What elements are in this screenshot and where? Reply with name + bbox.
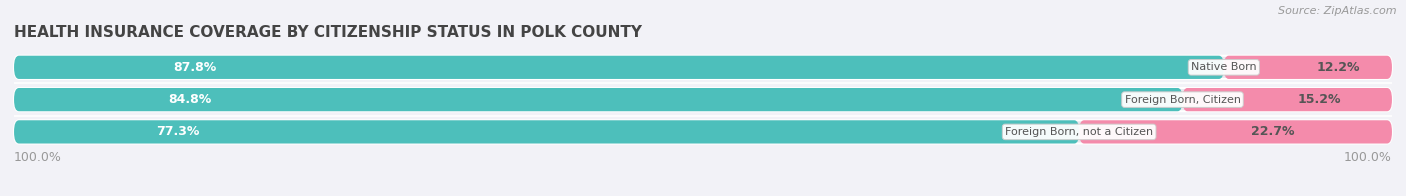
- FancyBboxPatch shape: [14, 56, 1392, 79]
- Text: 77.3%: 77.3%: [156, 125, 200, 138]
- FancyBboxPatch shape: [1182, 88, 1392, 111]
- Text: 87.8%: 87.8%: [173, 61, 217, 74]
- Text: Native Born: Native Born: [1191, 62, 1257, 72]
- Text: 100.0%: 100.0%: [1344, 151, 1392, 164]
- FancyBboxPatch shape: [14, 56, 1223, 79]
- FancyBboxPatch shape: [14, 88, 1392, 111]
- Text: Foreign Born, Citizen: Foreign Born, Citizen: [1125, 95, 1240, 105]
- Text: 22.7%: 22.7%: [1251, 125, 1295, 138]
- Text: 15.2%: 15.2%: [1298, 93, 1341, 106]
- Text: 12.2%: 12.2%: [1316, 61, 1360, 74]
- Text: 84.8%: 84.8%: [169, 93, 211, 106]
- Text: Foreign Born, not a Citizen: Foreign Born, not a Citizen: [1005, 127, 1153, 137]
- FancyBboxPatch shape: [1223, 56, 1392, 79]
- FancyBboxPatch shape: [14, 120, 1080, 143]
- Text: Source: ZipAtlas.com: Source: ZipAtlas.com: [1278, 6, 1396, 16]
- FancyBboxPatch shape: [1080, 120, 1392, 143]
- Text: 100.0%: 100.0%: [14, 151, 62, 164]
- FancyBboxPatch shape: [14, 88, 1182, 111]
- FancyBboxPatch shape: [14, 120, 1392, 143]
- Text: HEALTH INSURANCE COVERAGE BY CITIZENSHIP STATUS IN POLK COUNTY: HEALTH INSURANCE COVERAGE BY CITIZENSHIP…: [14, 25, 643, 40]
